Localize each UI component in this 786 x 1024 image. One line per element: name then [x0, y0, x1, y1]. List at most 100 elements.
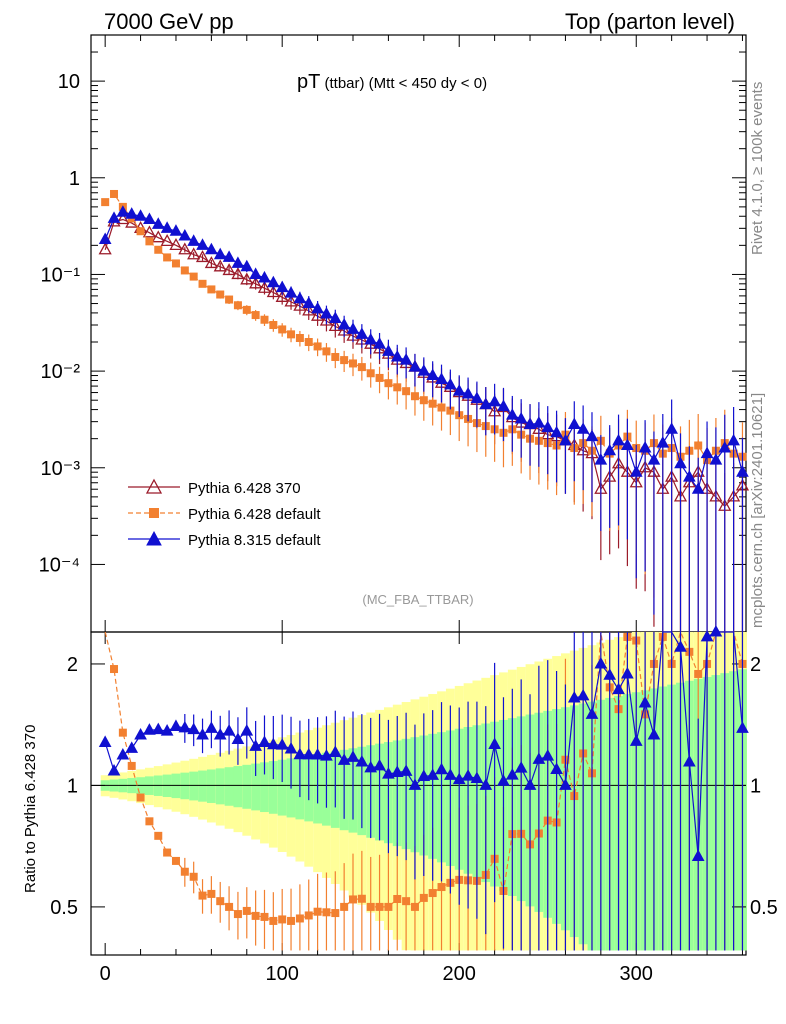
ratio-point: [567, 690, 581, 703]
ratio-point: [683, 754, 696, 767]
main-point: [225, 295, 234, 304]
main-point: [594, 453, 608, 465]
main-point: [284, 286, 298, 298]
main-point: [134, 209, 147, 221]
ratio-y-tick-label-right: 1: [750, 775, 761, 797]
main-point: [488, 394, 501, 407]
main-point: [311, 301, 324, 314]
x-tick-label: 200: [443, 963, 476, 985]
ratio-point: [278, 915, 287, 924]
ratio-point: [302, 747, 316, 760]
main-point: [373, 337, 386, 349]
ratio-point: [384, 902, 393, 911]
ratio-point: [375, 902, 384, 911]
main-point: [275, 289, 289, 302]
main-point: [278, 325, 287, 334]
main-point: [428, 399, 437, 408]
ratio-point: [284, 742, 298, 754]
main-point: [638, 441, 652, 453]
ratio-point: [287, 916, 296, 925]
ratio-point: [629, 734, 643, 746]
main-point: [328, 311, 342, 324]
ratio-point: [240, 724, 254, 736]
ratio-point: [709, 624, 723, 637]
main-point: [349, 359, 357, 368]
ratio-point: [355, 754, 369, 767]
legend-label-p6-default: Pythia 6.428 default: [188, 506, 321, 523]
ratio-y-tick-label-right: 2: [750, 654, 761, 676]
ratio-point: [222, 724, 236, 736]
main-point: [240, 259, 254, 272]
main-point: [357, 363, 366, 372]
main-point: [417, 364, 431, 376]
main-point: [178, 242, 192, 255]
ratio-point: [258, 735, 271, 747]
main-point: [313, 342, 322, 351]
main-point: [266, 275, 280, 288]
main-point: [266, 285, 280, 298]
ratio-point: [251, 911, 260, 920]
main-point: [98, 242, 112, 255]
main-point: [295, 334, 304, 343]
ratio-point: [576, 688, 590, 701]
main-point: [505, 408, 519, 420]
main-point: [198, 279, 207, 288]
main-point: [567, 417, 581, 430]
main-y-tick-label: 10⁻³: [41, 458, 81, 480]
ratio-point: [205, 721, 218, 733]
main-y-tick-label: 10: [58, 71, 80, 93]
main-point: [629, 465, 643, 477]
ratio-point: [393, 894, 402, 903]
rivet-label: Rivet 4.1.0, ≥ 100k events: [749, 82, 766, 255]
x-tick-label: 0: [100, 963, 111, 985]
main-point: [541, 420, 555, 433]
ratio-point: [180, 867, 189, 876]
ratio-point: [328, 745, 342, 757]
main-point: [364, 332, 378, 345]
ratio-point: [266, 737, 280, 750]
ratio-point: [331, 909, 340, 918]
header-right: Top (parton level): [565, 9, 735, 34]
ratio-point: [399, 764, 413, 776]
ratio-series: [98, 624, 749, 951]
main-point: [452, 384, 466, 396]
main-point: [151, 230, 165, 243]
ratio-point: [444, 768, 457, 780]
ratio-point: [674, 640, 687, 652]
main-point: [656, 436, 670, 448]
ratio-y-tick-label: 1: [67, 775, 78, 797]
ratio-point: [207, 889, 216, 898]
ratio-point: [700, 629, 714, 642]
main-point: [700, 446, 714, 459]
ratio-point: [603, 668, 617, 680]
main-point: [98, 232, 112, 244]
ratio-point: [408, 778, 422, 790]
main-point: [319, 313, 334, 326]
main-point: [222, 250, 236, 262]
main-point: [683, 470, 696, 482]
ratio-point: [242, 906, 251, 915]
main-point: [160, 221, 174, 233]
ratio-point: [694, 669, 703, 678]
main-point: [375, 373, 384, 382]
main-point: [125, 207, 139, 219]
ratio-point: [116, 748, 130, 760]
main-point: [390, 349, 404, 362]
ratio-point: [461, 769, 475, 781]
plot-title-sub: (ttbar) (Mtt < 450 dy < 0): [320, 75, 487, 92]
ratio-point: [452, 772, 466, 785]
main-point: [145, 237, 154, 246]
main-point: [275, 280, 289, 293]
main-point: [249, 267, 262, 279]
legend-label-p8-default: Pythia 8.315 default: [188, 532, 321, 549]
main-point: [718, 441, 732, 453]
main-point: [258, 270, 271, 283]
ratio-point: [638, 696, 652, 708]
main-point: [736, 465, 749, 477]
main-point: [470, 391, 484, 404]
ratio-point: [160, 724, 174, 736]
main-point: [393, 383, 402, 392]
x-tick-label: 100: [266, 963, 299, 985]
ratio-point: [313, 907, 322, 916]
ratio-point: [541, 749, 555, 761]
